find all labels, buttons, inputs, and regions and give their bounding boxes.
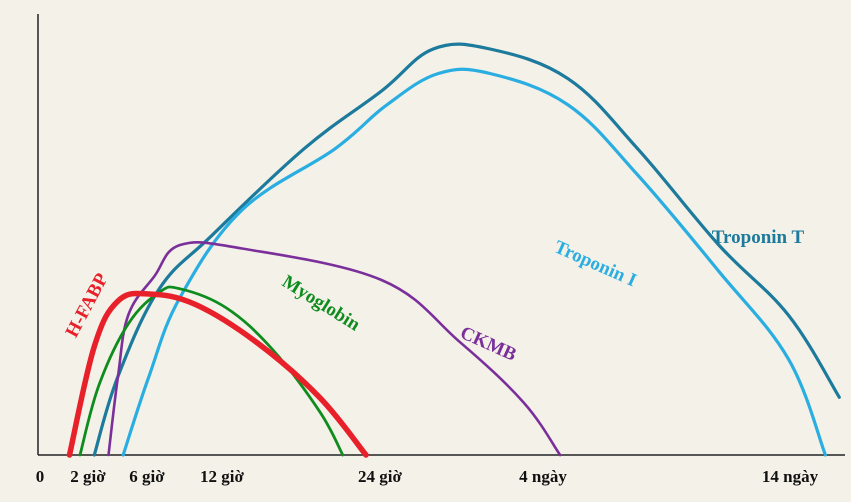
axes — [37, 14, 845, 456]
series-label-troponin-i: Troponin I — [551, 237, 639, 292]
x-tick-label: 2 giờ — [70, 467, 106, 486]
series-line-h-fabp — [66, 290, 369, 458]
series-label-h-fabp: H-FABP — [62, 270, 113, 341]
series-line-ckmb — [107, 240, 562, 457]
series-line-myoglobin — [78, 285, 345, 457]
x-tick-label: 14 ngày — [762, 467, 819, 486]
series-line-troponin-i — [121, 67, 827, 457]
series-label-ckmb: CKMB — [457, 322, 520, 365]
x-tick-label: 6 giờ — [129, 467, 165, 486]
x-tick-label: 4 ngày — [519, 467, 567, 486]
x-tick-labels: 0 2 giờ 6 giờ 12 giờ 24 giờ 4 ngày 14 ngày — [36, 467, 819, 486]
x-tick-label: 12 giờ — [200, 467, 244, 486]
series-label-myoglobin: Myoglobin — [278, 271, 364, 335]
series-layer — [66, 42, 841, 458]
series-line-troponin-t — [92, 42, 841, 457]
x-tick-label: 0 — [36, 467, 45, 486]
series-label-troponin-t: Troponin T — [712, 227, 805, 248]
x-tick-label: 24 giờ — [358, 467, 402, 486]
